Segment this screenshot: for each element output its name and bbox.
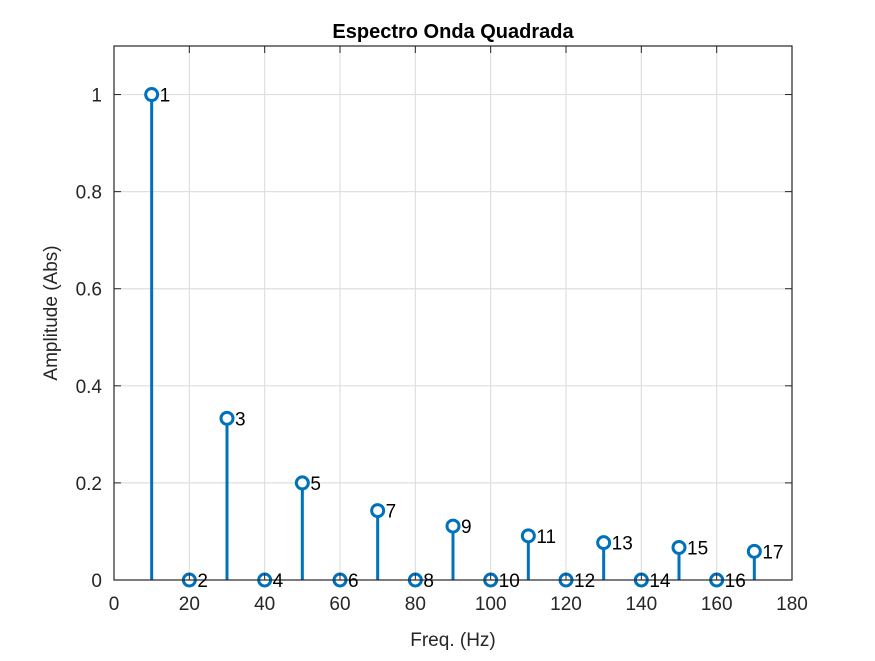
harmonic-label: 2 xyxy=(197,571,208,592)
x-tick-label: 60 xyxy=(329,594,350,615)
axes-background xyxy=(114,46,792,580)
tick-labels: 0 20 40 60 80 100 120 140 160 180 0 0.2 0.4 0.6 0.8 1 xyxy=(76,86,808,615)
y-tick-label: 0.4 xyxy=(76,377,103,398)
y-tick-label: 0.6 xyxy=(76,280,102,301)
x-tick-label: 40 xyxy=(254,594,275,615)
harmonic-label: 17 xyxy=(762,542,783,563)
y-tick-label: 1 xyxy=(91,86,102,107)
x-tick-label: 160 xyxy=(701,594,733,615)
chart-title: Espectro Onda Quadrada xyxy=(332,21,574,43)
x-tick-label: 80 xyxy=(405,594,426,615)
harmonic-label: 13 xyxy=(612,534,633,555)
harmonic-label: 9 xyxy=(461,517,472,538)
harmonic-label: 15 xyxy=(687,538,708,559)
x-axis-label: Freq. (Hz) xyxy=(410,630,496,651)
stem-marker xyxy=(370,503,386,519)
harmonic-label: 10 xyxy=(499,571,520,592)
harmonic-label: 14 xyxy=(649,571,671,592)
x-tick-label: 140 xyxy=(625,594,657,615)
x-tick-label: 20 xyxy=(179,594,200,615)
y-tick-label: 0.2 xyxy=(76,474,102,495)
stem-marker xyxy=(445,518,461,534)
x-tick-label: 120 xyxy=(550,594,582,615)
harmonic-label: 5 xyxy=(310,474,321,495)
harmonic-label: 4 xyxy=(273,571,284,592)
stems xyxy=(144,87,762,588)
harmonic-label: 11 xyxy=(536,527,556,548)
harmonic-label: 8 xyxy=(423,571,434,592)
y-tick-label: 0 xyxy=(91,571,102,592)
harmonic-label: 1 xyxy=(160,86,171,107)
harmonic-label: 3 xyxy=(235,409,246,430)
y-tick-label: 0.8 xyxy=(76,183,102,204)
x-tick-label: 100 xyxy=(475,594,507,615)
harmonic-label: 16 xyxy=(725,571,746,592)
harmonic-label: 7 xyxy=(386,502,397,523)
stem-marker xyxy=(520,528,536,544)
harmonic-label: 12 xyxy=(574,571,595,592)
harmonic-label: 6 xyxy=(348,571,359,592)
stem-marker xyxy=(219,410,235,426)
stem-marker xyxy=(144,87,160,103)
grid xyxy=(114,46,792,580)
stem-marker xyxy=(746,543,762,559)
stem-marker xyxy=(671,539,687,555)
y-axis-label: Amplitude (Abs) xyxy=(41,245,62,380)
stem-marker xyxy=(596,535,612,551)
x-tick-label: 180 xyxy=(776,594,808,615)
stem-marker xyxy=(294,475,310,491)
axes xyxy=(113,45,793,581)
x-tick-label: 0 xyxy=(109,594,120,615)
axes-box xyxy=(113,45,793,581)
